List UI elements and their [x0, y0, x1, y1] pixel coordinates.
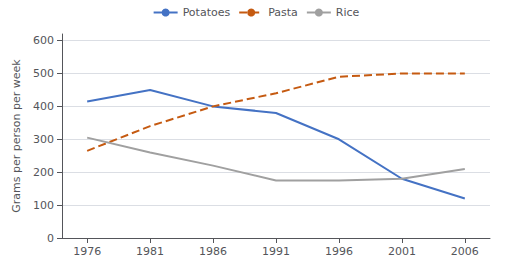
svg-text:1996: 1996	[325, 245, 353, 258]
svg-text:1976: 1976	[73, 245, 101, 258]
svg-text:600: 600	[33, 34, 54, 47]
svg-text:1986: 1986	[199, 245, 227, 258]
svg-text:2006: 2006	[451, 245, 479, 258]
svg-text:Pasta: Pasta	[268, 6, 298, 19]
svg-text:300: 300	[33, 133, 54, 146]
svg-text:100: 100	[33, 199, 54, 212]
svg-text:0: 0	[47, 232, 54, 245]
svg-text:Rice: Rice	[336, 6, 360, 19]
svg-text:Potatoes: Potatoes	[183, 6, 231, 19]
svg-text:2001: 2001	[388, 245, 416, 258]
svg-text:Grams per person per week: Grams per person per week	[10, 59, 23, 213]
svg-text:500: 500	[33, 67, 54, 80]
svg-text:200: 200	[33, 166, 54, 179]
svg-text:1991: 1991	[262, 245, 290, 258]
svg-text:1981: 1981	[136, 245, 164, 258]
svg-text:400: 400	[33, 100, 54, 113]
